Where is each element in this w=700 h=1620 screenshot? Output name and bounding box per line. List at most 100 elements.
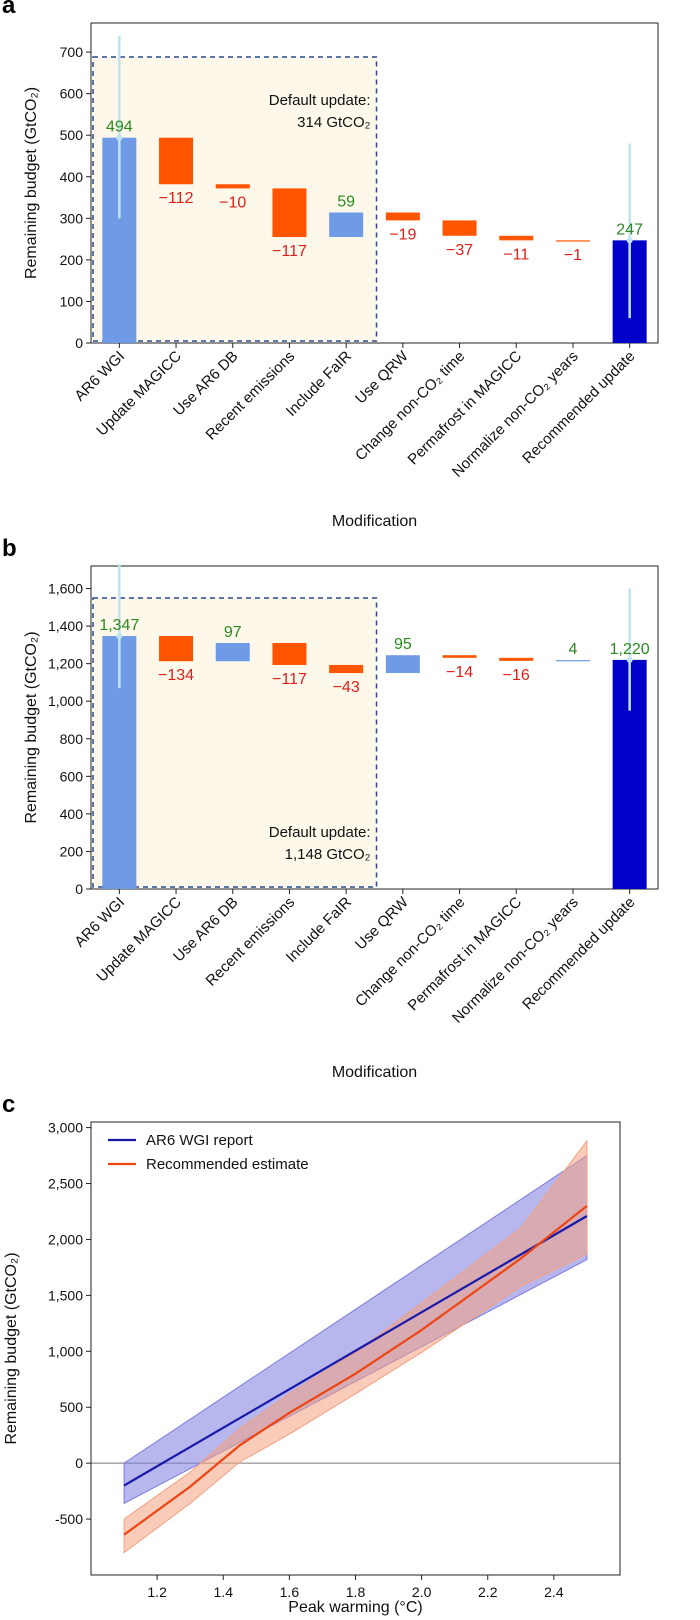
- x-tick-label: 2.4: [544, 1584, 564, 1600]
- y-tick-label: 500: [60, 1399, 84, 1415]
- value-label: −16: [503, 667, 530, 684]
- bar-3: [215, 184, 250, 189]
- y-tick-label: 700: [60, 44, 84, 60]
- plot-frame: [90, 565, 659, 890]
- bar-9: [555, 660, 590, 662]
- value-label: −37: [446, 242, 473, 259]
- value-label: 59: [337, 194, 355, 211]
- y-tick-label: 0: [75, 881, 83, 897]
- bar-4: [272, 642, 307, 665]
- y-tick-label: 1,600: [48, 581, 83, 597]
- value-label: −14: [446, 664, 473, 681]
- panel-a: a Default update: 314 GtCO₂ 0 100 200 300 400 50…: [2, 0, 659, 530]
- value-label: −19: [389, 226, 416, 243]
- category-label: Recommended update: [519, 348, 638, 467]
- y-tick-label: 400: [60, 806, 84, 822]
- y-tick-label: 2,000: [48, 1231, 83, 1247]
- bar-5: [329, 664, 364, 674]
- value-label: −10: [219, 194, 246, 211]
- x-tick-label: 1.8: [346, 1584, 366, 1600]
- value-label: 247: [616, 221, 643, 238]
- legend-label-1: AR6 WGI report: [146, 1132, 254, 1149]
- value-label: 494: [106, 119, 133, 136]
- y-tick-label: 500: [60, 127, 84, 143]
- value-label: −134: [158, 667, 194, 684]
- bar-7: [442, 220, 477, 236]
- error-bar-marker: [116, 134, 123, 141]
- plot-frame: [90, 22, 659, 344]
- y-tick-label: 1,000: [48, 693, 83, 709]
- y-tick-label: 1,400: [48, 618, 83, 634]
- bar-7: [442, 655, 477, 658]
- x-tick-label: 1.2: [147, 1584, 167, 1600]
- error-bar-marker: [626, 237, 633, 244]
- default-update-label: Default update:: [269, 824, 371, 841]
- bar-8: [499, 657, 534, 661]
- y-tick-label: 400: [60, 169, 84, 185]
- y-axis-title: Remaining budget (GtCO₂): [23, 631, 40, 823]
- panel-letter: c: [2, 1091, 15, 1118]
- bar-4: [272, 188, 307, 238]
- bar-5: [329, 212, 364, 238]
- band-2: [123, 1139, 588, 1554]
- category-label: Recommended update: [519, 894, 638, 1013]
- default-update-label: Default update:: [269, 92, 371, 109]
- bar-9: [555, 240, 590, 242]
- y-tick-label: 1,000: [48, 1343, 83, 1359]
- value-label: 1,347: [99, 617, 139, 634]
- category-label: AR6 WGI: [71, 894, 128, 951]
- x-tick-label: 1.6: [280, 1584, 300, 1600]
- panel-letter: b: [2, 535, 17, 562]
- y-tick-label: -500: [55, 1511, 83, 1527]
- x-tick-label: 2.2: [478, 1584, 498, 1600]
- y-tick-label: 200: [60, 252, 84, 268]
- x-axis-title: Modification: [332, 513, 417, 530]
- value-label: 4: [568, 641, 577, 658]
- x-tick-label: 2.0: [412, 1584, 432, 1600]
- legend-label-2: Recommended estimate: [146, 1156, 309, 1173]
- panel-letter: a: [2, 0, 16, 19]
- y-tick-label: 300: [60, 210, 84, 226]
- series-line-1: [123, 1215, 588, 1487]
- x-tick-label: 1.4: [214, 1584, 234, 1600]
- value-label: 97: [224, 624, 242, 641]
- bar-8: [499, 235, 534, 241]
- y-tick-label: 1,500: [48, 1287, 83, 1303]
- bar-3: [215, 642, 250, 662]
- y-tick-label: 100: [60, 293, 84, 309]
- y-axis-title: Remaining budget (GtCO₂): [23, 87, 40, 279]
- y-tick-label: 0: [75, 335, 83, 351]
- y-tick-label: 3,000: [48, 1120, 83, 1136]
- default-update-box: [92, 56, 378, 342]
- category-label: Change non-CO₂ time: [352, 348, 468, 464]
- value-label: −1: [564, 247, 582, 264]
- x-axis-title: Modification: [332, 1064, 417, 1081]
- value-label: −117: [272, 243, 307, 260]
- default-update-value: 1,148 GtCO₂: [285, 846, 371, 863]
- category-label: AR6 WGI: [71, 348, 128, 405]
- bar-6: [385, 212, 420, 221]
- bar-2: [159, 137, 194, 185]
- value-label: 1,220: [610, 641, 650, 658]
- y-tick-label: 800: [60, 731, 84, 747]
- error-bar-marker: [626, 656, 633, 663]
- panel-c: c -500 0 500 1,000 1,500 2,000 2,500 3,000 1.2 1.4…: [2, 1091, 621, 1616]
- category-label: Change non-CO₂ time: [352, 894, 468, 1010]
- y-tick-label: 200: [60, 843, 84, 859]
- y-tick-label: 0: [75, 1455, 83, 1471]
- category-label: Use QRW: [352, 347, 412, 407]
- series-line-2: [123, 1205, 588, 1536]
- x-axis-title: Peak warming (°C): [288, 1599, 422, 1616]
- value-label: −43: [333, 679, 360, 696]
- y-tick-label: 600: [60, 86, 84, 102]
- value-label: −117: [272, 671, 307, 688]
- value-label: −11: [503, 246, 529, 263]
- error-bar-marker: [116, 633, 123, 640]
- y-tick-label: 1,200: [48, 656, 83, 672]
- y-tick-label: 2,500: [48, 1176, 83, 1192]
- bar-6: [385, 655, 420, 674]
- value-label: 95: [394, 636, 412, 653]
- bar-2: [159, 636, 194, 662]
- y-tick-label: 600: [60, 768, 84, 784]
